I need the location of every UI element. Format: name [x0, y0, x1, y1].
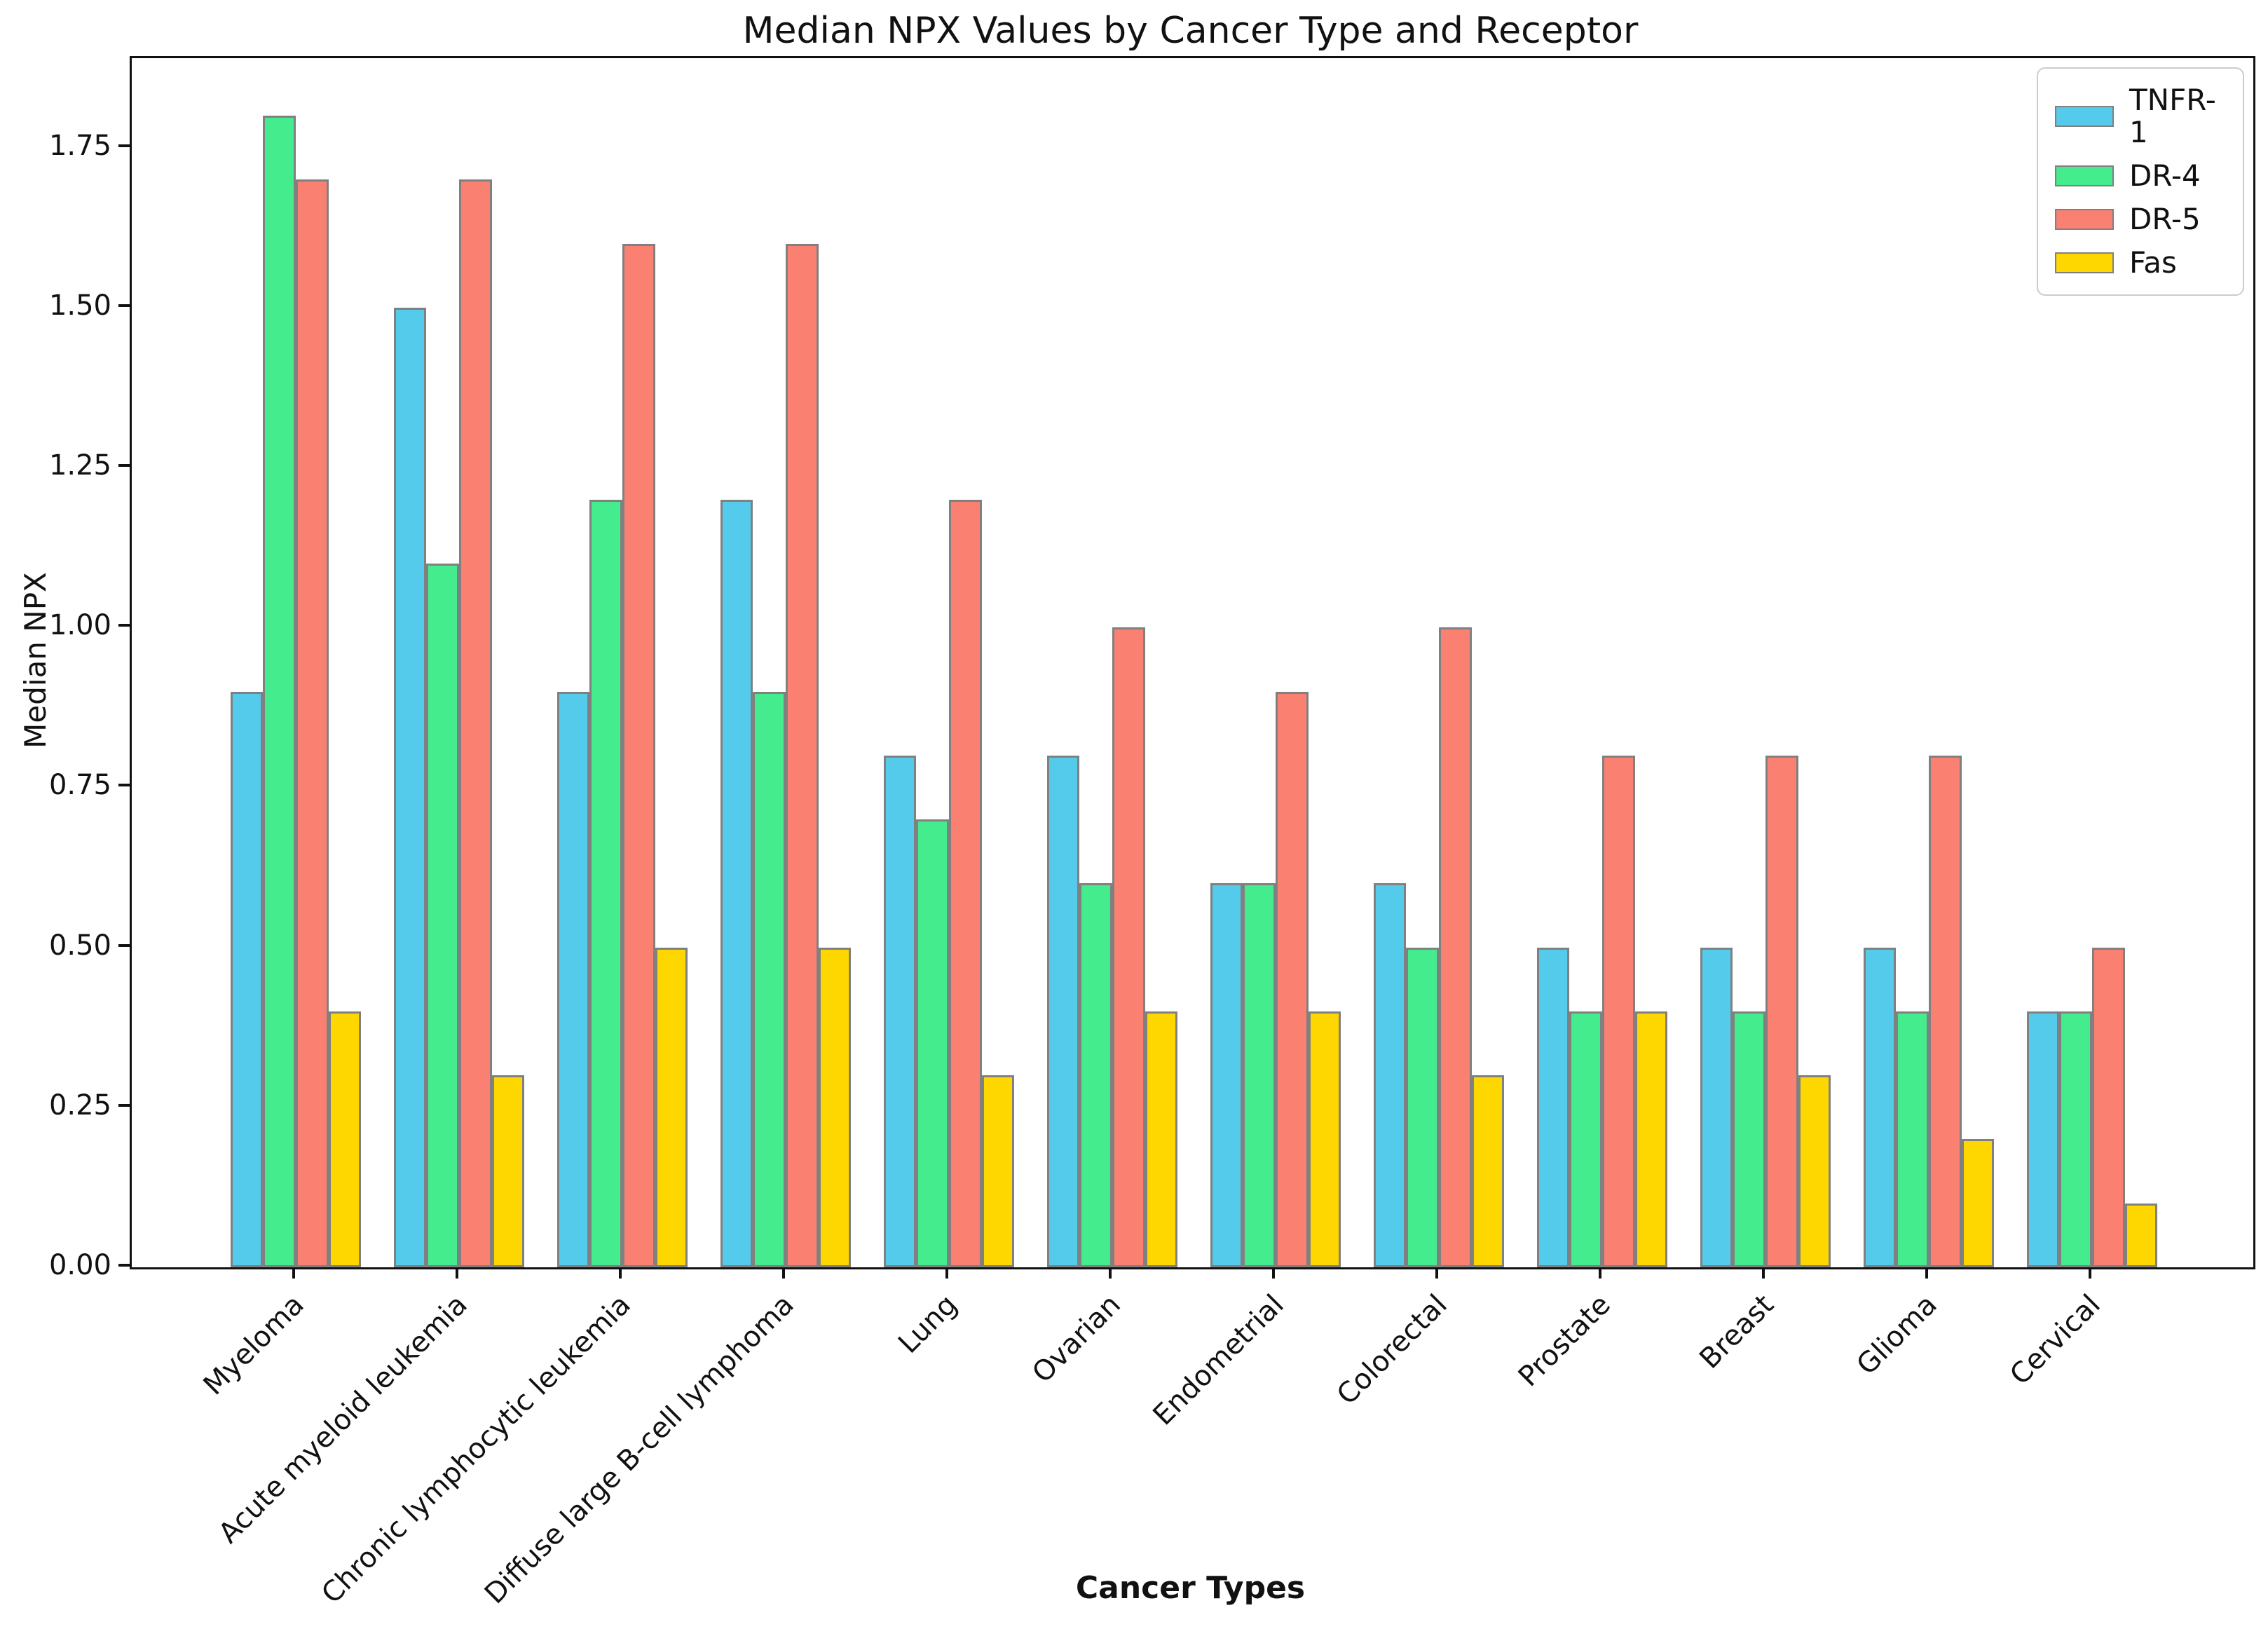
- x-tick-mark: [1599, 1267, 1601, 1279]
- x-tick-mark: [1925, 1267, 1928, 1279]
- y-tick-label: 1.50: [48, 289, 111, 322]
- bar-DR-5-Lung: [949, 499, 982, 1267]
- legend-label: DR-4: [2129, 158, 2201, 193]
- bar-TNFR-1-Lung: [883, 755, 917, 1267]
- bar-DR-4-Myeloma: [263, 116, 296, 1267]
- bar-TNFR-1-Endometrial: [1210, 883, 1243, 1267]
- x-tick-mark: [1109, 1267, 1112, 1279]
- y-axis-title: Median NPX: [18, 572, 53, 749]
- legend-label: Fas: [2129, 245, 2177, 280]
- bar-DR-5-Colorectal: [1439, 627, 1472, 1267]
- x-tick-mark: [619, 1267, 622, 1279]
- bar-DR-4-Cervical: [2059, 1011, 2092, 1267]
- y-tick-mark: [118, 784, 130, 787]
- bar-DR-5-Endometrial: [1276, 691, 1309, 1267]
- bar-Fas-Chronic lymphocytic leukemia: [655, 947, 688, 1267]
- bar-TNFR-1-Cervical: [2026, 1011, 2060, 1267]
- bar-DR-5-Cervical: [2092, 947, 2125, 1267]
- bar-DR-5-Diffuse large B-cell lymphoma: [786, 243, 819, 1267]
- x-tick-mark: [782, 1267, 785, 1279]
- y-tick-label: 1.25: [48, 449, 111, 482]
- bar-Fas-Acute myeloid leukemia: [491, 1075, 525, 1267]
- bar-Fas-Glioma: [1961, 1139, 1995, 1267]
- legend-label: DR-5: [2129, 202, 2201, 236]
- y-tick-mark: [118, 943, 130, 947]
- bar-Fas-Prostate: [1634, 1011, 1668, 1267]
- legend-item-DR-5: DR-5: [2038, 198, 2243, 241]
- bar-Fas-Lung: [981, 1075, 1015, 1267]
- y-tick-mark: [118, 144, 130, 147]
- x-axis-title: Cancer Types: [1075, 1570, 1306, 1606]
- bar-DR-5-Ovarian: [1112, 627, 1145, 1267]
- bar-Fas-Myeloma: [328, 1011, 362, 1267]
- bar-DR-4-Glioma: [1896, 1011, 1929, 1267]
- y-tick-label: 0.25: [48, 1089, 111, 1122]
- x-tick-mark: [2089, 1267, 2091, 1279]
- legend-item-TNFR-1: TNFR-1: [2038, 79, 2243, 154]
- bar-TNFR-1-Chronic lymphocytic leukemia: [556, 691, 590, 1267]
- y-tick-mark: [118, 1264, 130, 1267]
- bar-DR-4-Endometrial: [1243, 883, 1276, 1267]
- x-tick-mark: [1762, 1267, 1765, 1279]
- y-tick-label: 0.00: [48, 1249, 111, 1281]
- bar-Fas-Breast: [1798, 1075, 1831, 1267]
- legend-item-DR-4: DR-4: [2038, 154, 2243, 198]
- bar-TNFR-1-Diffuse large B-cell lymphoma: [720, 499, 753, 1267]
- legend-item-Fas: Fas: [2038, 241, 2243, 285]
- x-tick-mark: [292, 1267, 295, 1279]
- legend-swatch-icon: [2055, 106, 2114, 127]
- chart-title: Median NPX Values by Cancer Type and Rec…: [742, 10, 1639, 52]
- bar-DR-5-Myeloma: [296, 179, 329, 1267]
- legend-label: TNFR-1: [2129, 83, 2216, 149]
- y-tick-mark: [118, 624, 130, 627]
- bar-DR-4-Diffuse large B-cell lymphoma: [753, 691, 786, 1267]
- bar-DR-4-Breast: [1733, 1011, 1765, 1267]
- bar-DR-5-Glioma: [1929, 755, 1962, 1267]
- bar-DR-4-Acute myeloid leukemia: [426, 564, 459, 1267]
- x-tick-mark: [456, 1267, 458, 1279]
- bar-Fas-Colorectal: [1471, 1075, 1505, 1267]
- bar-Fas-Diffuse large B-cell lymphoma: [818, 947, 852, 1267]
- bar-TNFR-1-Ovarian: [1046, 755, 1080, 1267]
- bar-TNFR-1-Colorectal: [1373, 883, 1407, 1267]
- bar-DR-4-Chronic lymphocytic leukemia: [589, 499, 622, 1267]
- bar-DR-4-Colorectal: [1406, 947, 1439, 1267]
- bar-DR-4-Prostate: [1569, 1011, 1602, 1267]
- legend-swatch-icon: [2055, 209, 2114, 230]
- legend-swatch-icon: [2055, 252, 2114, 273]
- x-tick-mark: [1272, 1267, 1275, 1279]
- y-tick-mark: [118, 464, 130, 468]
- legend-swatch-icon: [2055, 165, 2114, 186]
- bar-TNFR-1-Prostate: [1536, 947, 1570, 1267]
- x-tick-mark: [1435, 1267, 1438, 1279]
- legend: TNFR-1 DR-4 DR-5 Fas: [2037, 67, 2244, 296]
- bar-TNFR-1-Glioma: [1863, 947, 1897, 1267]
- y-tick-label: 1.00: [48, 609, 111, 642]
- bar-TNFR-1-Myeloma: [230, 691, 264, 1267]
- bar-DR-4-Lung: [916, 819, 949, 1267]
- bar-DR-5-Breast: [1765, 755, 1798, 1267]
- bar-DR-5-Acute myeloid leukemia: [459, 179, 492, 1267]
- bar-DR-4-Ovarian: [1079, 883, 1112, 1267]
- y-tick-label: 0.75: [48, 769, 111, 802]
- bar-TNFR-1-Breast: [1700, 947, 1733, 1267]
- bar-Fas-Cervical: [2124, 1203, 2158, 1267]
- y-tick-label: 0.50: [48, 929, 111, 962]
- x-tick-mark: [945, 1267, 948, 1279]
- bar-TNFR-1-Acute myeloid leukemia: [393, 307, 427, 1267]
- y-tick-mark: [118, 304, 130, 307]
- bar-Fas-Endometrial: [1308, 1011, 1341, 1267]
- y-tick-mark: [118, 1103, 130, 1107]
- bar-Fas-Ovarian: [1145, 1011, 1178, 1267]
- bar-DR-5-Chronic lymphocytic leukemia: [622, 243, 655, 1267]
- bar-DR-5-Prostate: [1602, 755, 1635, 1267]
- y-tick-label: 1.75: [48, 129, 111, 162]
- plot-area: [130, 56, 2255, 1269]
